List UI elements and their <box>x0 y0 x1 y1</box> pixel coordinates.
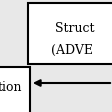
Text: tion: tion <box>0 81 22 94</box>
Text: Struct: Struct <box>55 21 94 34</box>
Bar <box>28 4 112 64</box>
Text: (ADVE: (ADVE <box>51 43 92 56</box>
Bar <box>0 67 30 112</box>
